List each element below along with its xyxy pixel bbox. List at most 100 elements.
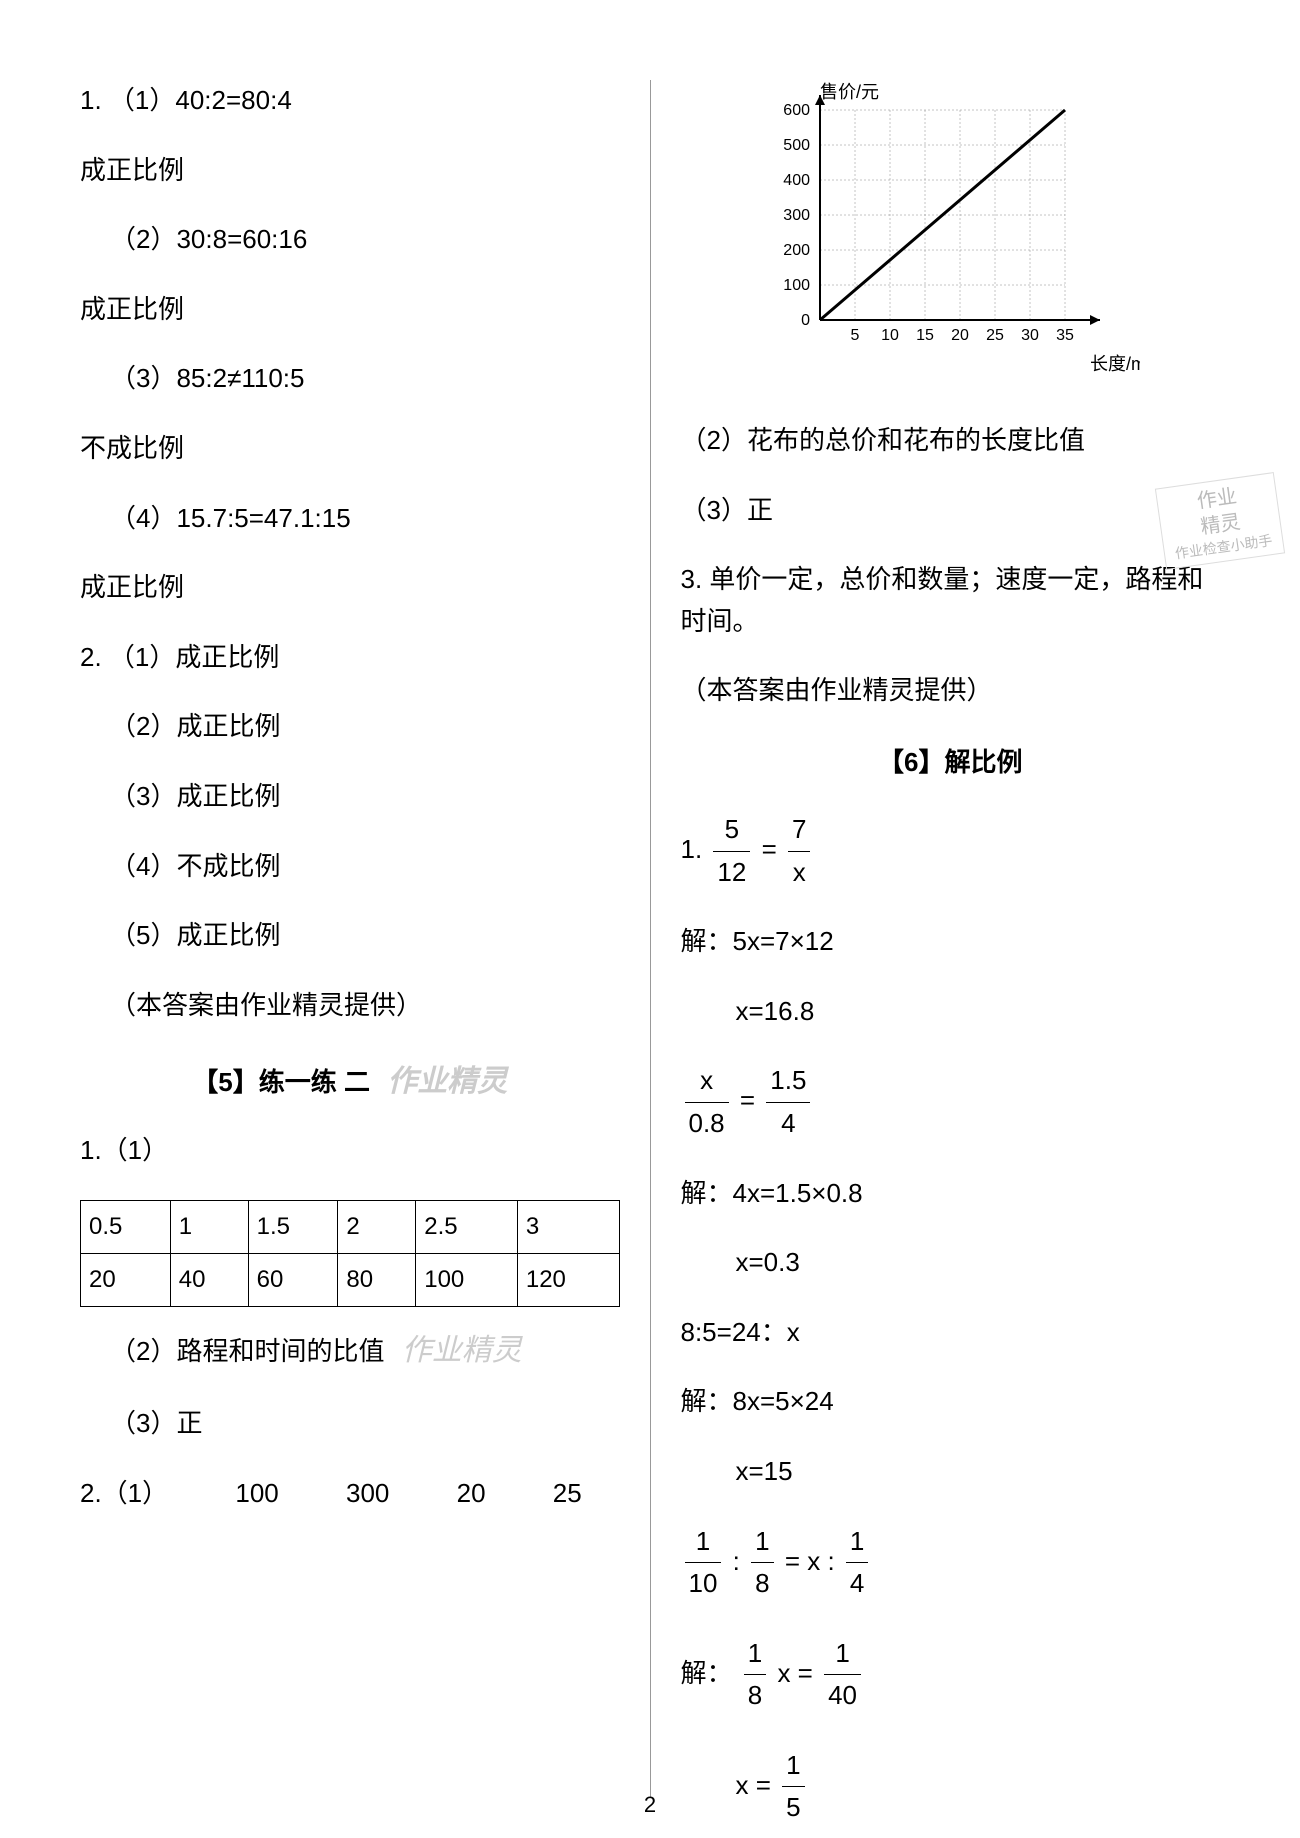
p4-s2-fn: 1 <box>782 1745 804 1788</box>
cell: 20 <box>81 1253 171 1306</box>
svg-text:10: 10 <box>881 327 899 344</box>
data-table: 0.5 1 1.5 2 2.5 3 20 40 60 80 100 120 <box>80 1200 620 1307</box>
watermark-1: 作业精灵 <box>387 1056 507 1100</box>
p4-s1-f2d: 40 <box>824 1675 861 1717</box>
q5-1-2-text: （2）路程和时间的比值 <box>110 1336 384 1366</box>
p4-s1-frac2: 1 40 <box>824 1633 861 1717</box>
q5-2: 2.（1） 100 300 20 25 <box>80 1473 620 1515</box>
p4-s1-frac1: 1 8 <box>744 1633 766 1717</box>
r-q3: 3. 单价一定，总价和数量；速度一定，路程和时间。 <box>681 559 1221 642</box>
p1-s2: x=16.8 <box>681 991 1221 1033</box>
q5-2-v1: 300 <box>346 1478 389 1508</box>
q2-item-3: （4）不成比例 <box>80 846 620 888</box>
svg-text:300: 300 <box>784 207 811 224</box>
p2-f1n: x <box>685 1060 729 1103</box>
q2-item-1: （2）成正比例 <box>80 706 620 748</box>
cell: 0.5 <box>81 1200 171 1253</box>
q5-2-v3: 25 <box>553 1478 582 1508</box>
p4-s2: x = 1 5 <box>681 1745 1221 1829</box>
p1-header: 1. <box>681 834 703 864</box>
p4-s2-frac: 1 5 <box>782 1745 804 1829</box>
section6-title: 【6】解比例 <box>681 742 1221 779</box>
cell: 2.5 <box>416 1200 518 1253</box>
r-q2-3: （3）正 <box>681 490 1221 532</box>
right-credit: （本答案由作业精灵提供） <box>681 670 1221 712</box>
q2-item-0: （1）成正比例 <box>109 642 279 672</box>
p4-frac1: 1 10 <box>685 1521 722 1605</box>
svg-text:25: 25 <box>986 327 1004 344</box>
line-chart: 售价/元 长度/m <box>760 80 1140 400</box>
q5-2-v0: 100 <box>235 1478 278 1508</box>
p4-s1-f2n: 1 <box>824 1633 861 1676</box>
cell: 100 <box>416 1253 518 1306</box>
q1-1-num: （1）40:2=80:4 <box>109 85 292 115</box>
svg-text:15: 15 <box>916 327 934 344</box>
section5-heading: 【5】练一练 二 作业精灵 <box>80 1056 620 1100</box>
p3-s1: 解：8x=5×24 <box>681 1381 1221 1423</box>
y-axis-label: 售价/元 <box>820 82 879 102</box>
cell: 2 <box>338 1200 416 1253</box>
q1-4-result: 成正比例 <box>80 567 620 609</box>
q1-3-num: （3）85:2≠110:5 <box>80 358 620 400</box>
q2-1: 2. （1）成正比例 <box>80 637 620 679</box>
q5-2-header: 2.（1） <box>80 1478 168 1508</box>
p1-s1: 解：5x=7×12 <box>681 921 1221 963</box>
p4-s2-pre: x = <box>736 1770 779 1800</box>
table-row: 0.5 1 1.5 2 2.5 3 <box>81 1200 620 1253</box>
p2-f2n: 1.5 <box>766 1060 810 1103</box>
cell: 1.5 <box>248 1200 338 1253</box>
p2-f2d: 4 <box>766 1103 810 1145</box>
q1-3-result: 不成比例 <box>80 428 620 470</box>
q1-2-result: 成正比例 <box>80 289 620 331</box>
left-column: 1. （1）40:2=80:4 成正比例 （2）30:8=60:16 成正比例 … <box>60 80 651 1798</box>
p1-f1d: 12 <box>713 852 750 894</box>
cell: 120 <box>517 1253 619 1306</box>
q5-1-2: （2）路程和时间的比值 作业精灵 <box>80 1327 620 1375</box>
p4-s1-mid: x = <box>777 1658 820 1688</box>
p1-frac1: 5 12 <box>713 809 750 893</box>
q2-header: 2. <box>80 642 102 672</box>
svg-text:20: 20 <box>951 327 969 344</box>
q2-item-4: （5）成正比例 <box>80 915 620 957</box>
svg-text:100: 100 <box>784 277 811 294</box>
cell: 60 <box>248 1253 338 1306</box>
p4-s1: 解： 1 8 x = 1 40 <box>681 1633 1221 1717</box>
p2-frac2: 1.5 4 <box>766 1060 810 1144</box>
svg-text:30: 30 <box>1021 327 1039 344</box>
q1-1: 1. （1）40:2=80:4 <box>80 80 620 122</box>
p4-frac3: 1 4 <box>846 1521 868 1605</box>
p3-s2: x=15 <box>681 1451 1221 1493</box>
q2-item-2: （3）成正比例 <box>80 776 620 818</box>
page-number: 2 <box>644 1792 656 1818</box>
p1-f1n: 5 <box>713 809 750 852</box>
p4-s1-pre: 解： <box>681 1658 733 1688</box>
r-q2-2: （2）花布的总价和花布的长度比值 <box>681 420 1221 462</box>
p3-eq: 8:5=24：x <box>681 1312 1221 1354</box>
p4-f1d: 10 <box>685 1563 722 1605</box>
q1-4-num: （4）15.7:5=47.1:15 <box>80 498 620 540</box>
p4-f3d: 4 <box>846 1563 868 1605</box>
p4-eq: 1 10 : 1 8 = x : 1 4 <box>681 1521 1221 1605</box>
p2-frac1: x 0.8 <box>685 1060 729 1144</box>
x-axis-label: 长度/m <box>1090 354 1140 374</box>
p4-f1n: 1 <box>685 1521 722 1564</box>
q1-1-result: 成正比例 <box>80 150 620 192</box>
p4-s1-f1d: 8 <box>744 1675 766 1717</box>
p4-frac2: 1 8 <box>751 1521 773 1605</box>
svg-text:35: 35 <box>1056 327 1074 344</box>
cell: 1 <box>170 1200 248 1253</box>
cell: 3 <box>517 1200 619 1253</box>
p2-f1d: 0.8 <box>685 1103 729 1145</box>
cell: 80 <box>338 1253 416 1306</box>
p1-f2n: 7 <box>788 809 810 852</box>
q5-2-v2: 20 <box>457 1478 486 1508</box>
p4-t2: = x : <box>785 1545 835 1575</box>
p4-s2-fd: 5 <box>782 1787 804 1829</box>
q5-1-header: 1.（1） <box>80 1130 620 1172</box>
p2-s2: x=0.3 <box>681 1242 1221 1284</box>
p1-f2d: x <box>788 852 810 894</box>
q1-2-num: （2）30:8=60:16 <box>80 219 620 261</box>
svg-text:200: 200 <box>784 242 811 259</box>
p4-f3n: 1 <box>846 1521 868 1564</box>
p4-s1-f1n: 1 <box>744 1633 766 1676</box>
